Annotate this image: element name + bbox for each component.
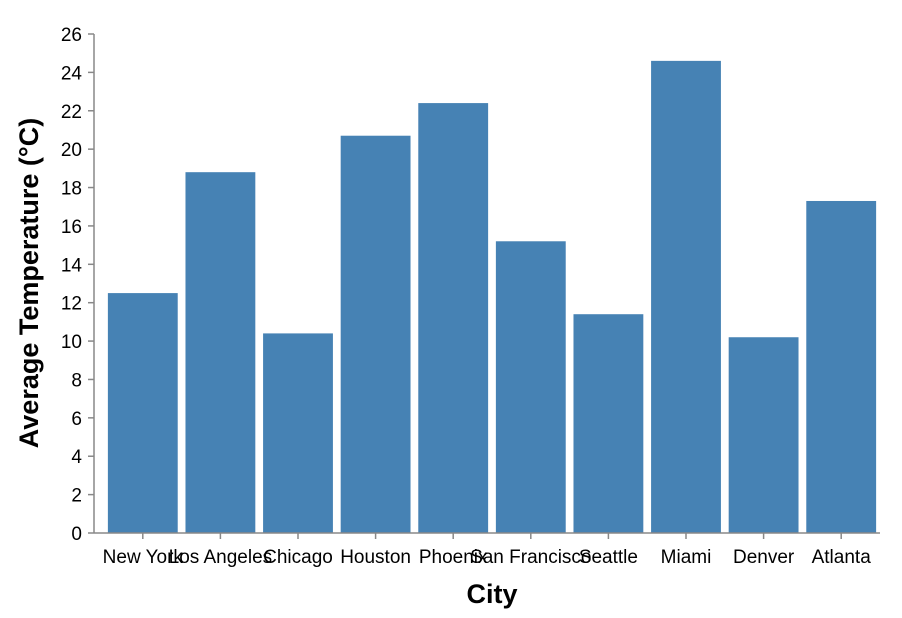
y-tick-label: 20 (61, 140, 82, 161)
y-tick-label: 14 (61, 255, 83, 276)
y-tick-label: 0 (71, 524, 82, 545)
y-tick-label: 8 (71, 370, 82, 391)
y-axis-title: Average Temperature (°C) (14, 118, 44, 448)
y-tick-label: 16 (61, 217, 82, 238)
bar-houston (340, 135, 411, 533)
x-tick-label: New York (103, 547, 184, 568)
bar-new-york (107, 293, 178, 533)
bars-group (107, 60, 877, 533)
y-tick-label: 10 (61, 332, 82, 353)
x-tick-label: Chicago (263, 547, 333, 568)
y-tick-label: 18 (61, 179, 82, 200)
x-tick-label: Seattle (579, 547, 638, 568)
bar-chicago (263, 333, 333, 533)
y-tick-label: 12 (61, 294, 82, 315)
y-tick-label: 22 (61, 102, 82, 123)
bar-los-angeles (185, 172, 256, 533)
bar-seattle (573, 314, 644, 533)
y-tick-label: 24 (61, 63, 83, 84)
bar-phoenix (418, 103, 489, 533)
bar-miami (651, 60, 721, 533)
y-tick-label: 4 (71, 447, 82, 468)
bar-san-francisco (495, 241, 566, 533)
x-tick-label: Los Angeles (169, 547, 273, 568)
x-axis-title: City (466, 579, 517, 609)
x-tick-label: Houston (340, 547, 411, 568)
y-tick-label: 2 (71, 486, 82, 507)
x-tick-label: Phoenix (419, 547, 488, 568)
x-tick-label: Denver (733, 547, 795, 568)
bar-atlanta (806, 200, 877, 533)
bar-denver (728, 337, 799, 533)
x-tick-label: Miami (661, 547, 712, 568)
x-tick-label: San Francisco (470, 547, 591, 568)
x-tick-label: Atlanta (812, 547, 872, 568)
y-tick-label: 26 (61, 25, 82, 46)
y-tick-label: 6 (71, 409, 82, 430)
